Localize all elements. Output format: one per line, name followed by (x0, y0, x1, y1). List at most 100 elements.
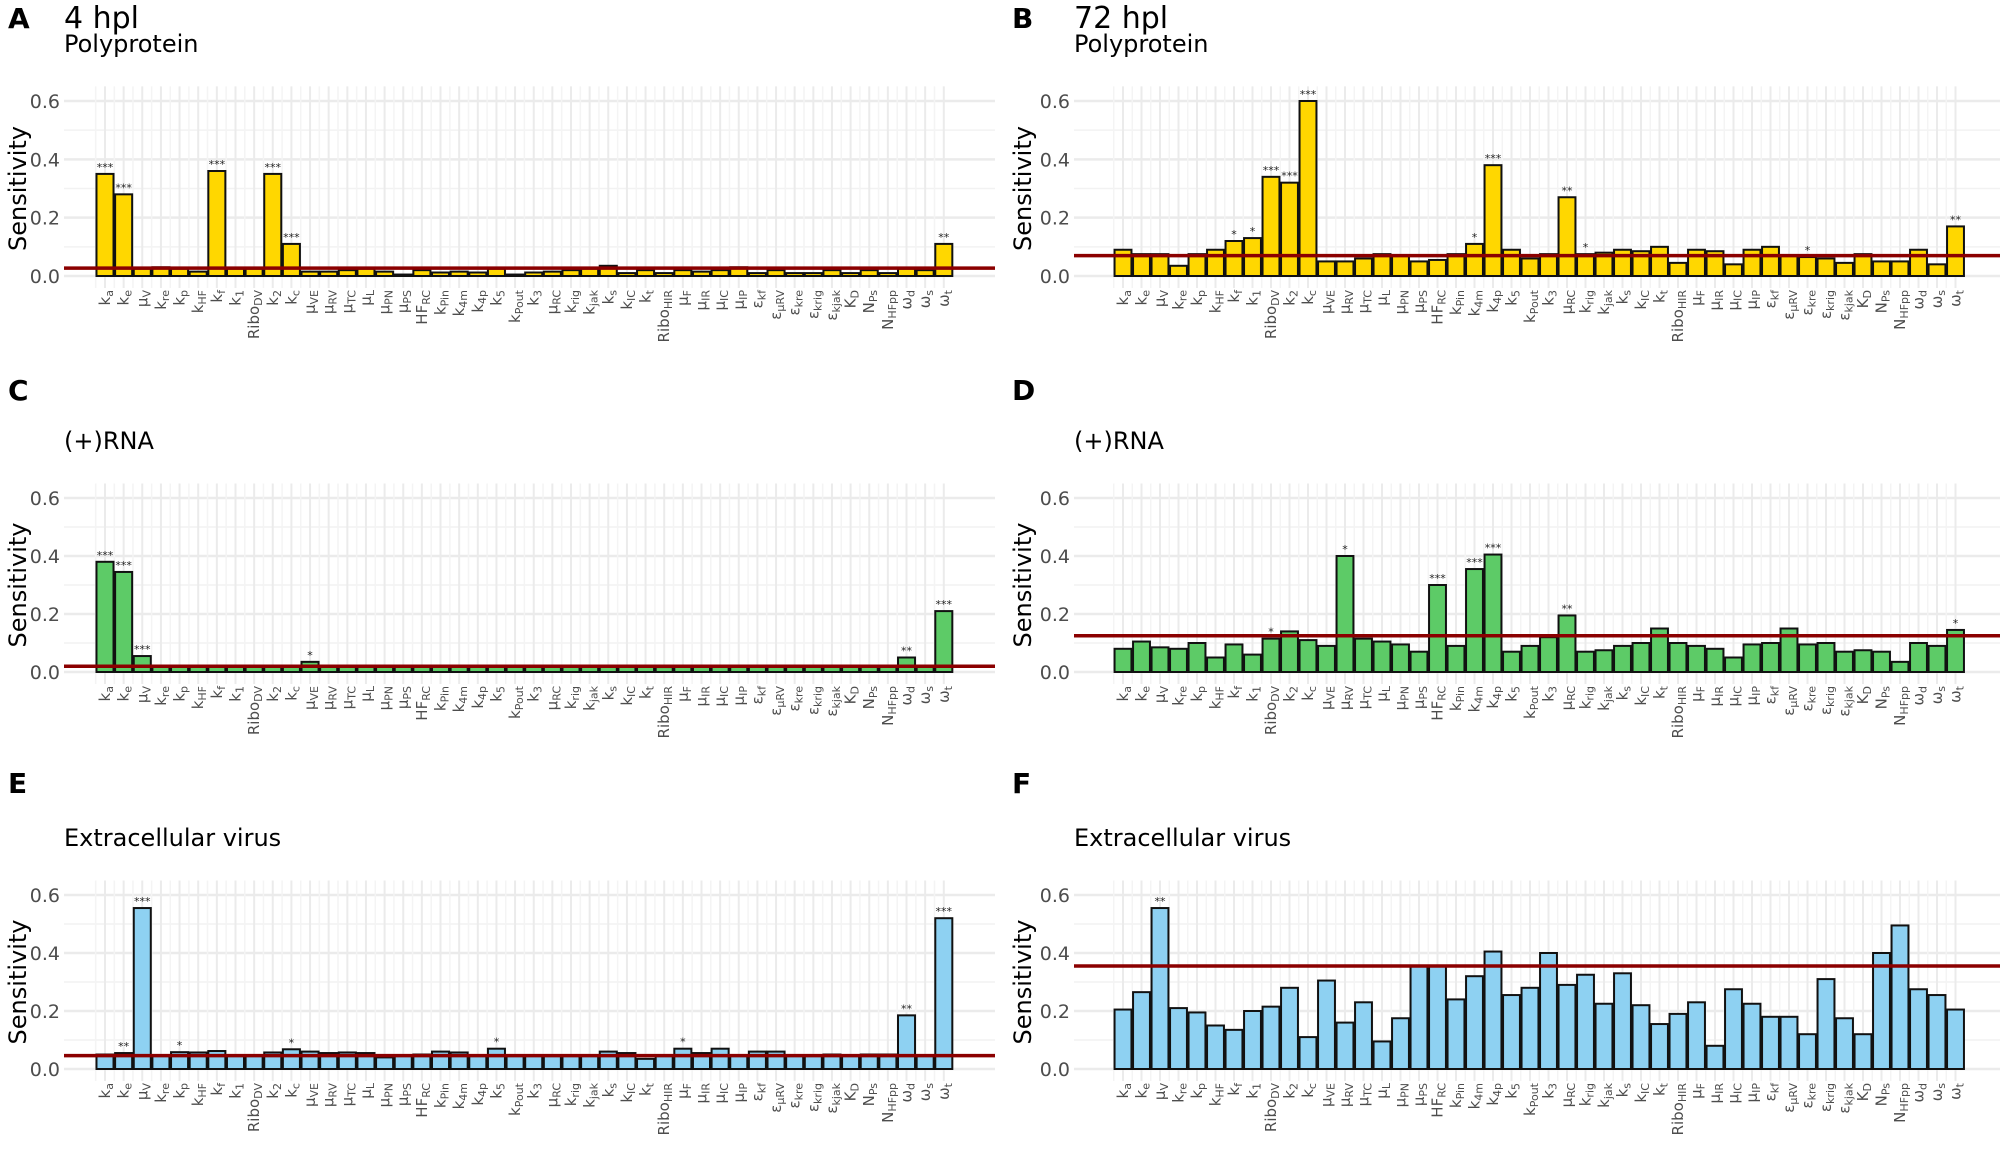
bar-μIC (710, 1047, 730, 1070)
bar-kf (1224, 643, 1244, 674)
x-tick-label-base: k (1484, 700, 1502, 709)
x-tick-label: μRV (320, 1083, 340, 1108)
x-tick-label: ke (115, 290, 135, 306)
x-tick-label-base: k (264, 693, 282, 702)
x-tick-label: μIP (1743, 686, 1763, 706)
x-tick-label-base: ε (1762, 300, 1780, 308)
x-tick-label-base: ε (786, 1100, 804, 1108)
x-tick-label: μTC (1355, 1083, 1375, 1107)
x-tick-label-base: μ (1558, 700, 1576, 710)
x-tick-label-base: μ (1318, 700, 1336, 710)
x-tick-label-base: N (1873, 1095, 1891, 1106)
x-tick-label-sub: s (1621, 686, 1634, 692)
x-tick-label: μRV (1336, 290, 1356, 315)
bar-εkf (1761, 642, 1780, 673)
x-tick-label: kPout (506, 685, 526, 719)
x-tick-label-base: k (189, 1097, 207, 1106)
bar-kf (1224, 240, 1244, 277)
bar-k4p (468, 271, 488, 277)
bar-kPout (505, 1054, 525, 1070)
bar-ωt (934, 610, 954, 673)
x-tick-label-sub: RV (1343, 290, 1356, 305)
x-tick-label: kIC (1632, 686, 1652, 706)
x-tick-label-base: μ (1558, 304, 1576, 314)
significance-label: * (1342, 543, 1348, 556)
bar-kHF (1206, 248, 1225, 277)
x-tick-label-base: μ (1688, 296, 1706, 306)
bar-kPin (1446, 998, 1466, 1071)
significance-label: *** (1263, 164, 1280, 177)
x-tick-label: μL (1373, 685, 1393, 702)
x-tick-label-base: k (1521, 314, 1539, 323)
x-tick-label-base: k (1447, 702, 1465, 711)
x-tick-label-sub: 4m (457, 290, 470, 308)
x-tick-label: kre (1170, 290, 1190, 310)
x-tick-label-base: Ribo (1669, 1102, 1687, 1135)
x-tick-label-base: HF (1429, 1098, 1447, 1118)
x-tick-label-sub: TC (1362, 290, 1375, 305)
bar-μTC (1354, 637, 1373, 674)
x-tick-label-base: k (1614, 691, 1632, 700)
x-tick-label-sub: DV (1269, 290, 1282, 306)
bar-εkrig (1816, 978, 1836, 1070)
x-tick-label-sub: PN (1399, 290, 1412, 305)
bar-εkf (1761, 245, 1780, 277)
x-tick-label: μVE (1318, 290, 1338, 314)
bar-εkre (785, 1054, 805, 1070)
y-tick-label: 0.0 (30, 662, 60, 684)
x-tick-label-sub: kjak (830, 685, 843, 708)
x-tick-label-base: k (1651, 294, 1669, 303)
x-tick-label-base: k (1225, 294, 1243, 303)
y-tick-label: 0.6 (1040, 488, 1070, 510)
x-tick-label-base: μ (543, 304, 561, 314)
bar-μRC (542, 270, 562, 277)
x-tick-label-sub: IR (699, 290, 712, 301)
bar-ωs (1927, 263, 1947, 278)
x-tick-label-sub: 4p (476, 290, 489, 304)
x-tick-label-base: ω (1910, 297, 1928, 310)
x-tick-label-base: k (1466, 307, 1484, 316)
x-tick-label-base: k (1244, 1090, 1262, 1099)
x-tick-label-base: k (581, 702, 599, 711)
x-tick-label-base: k (637, 294, 655, 303)
bar-μF (673, 1047, 693, 1070)
x-tick-label: kPin (1447, 1083, 1467, 1108)
x-tick-label-sub: IP (737, 686, 750, 696)
x-tick-label: εkjak (1836, 289, 1856, 320)
x-tick-label-sub: DV (1269, 1083, 1282, 1099)
x-tick-label-sub: HIR (1676, 290, 1689, 310)
x-tick-label-sub: HIR (1676, 1083, 1689, 1103)
bar-HFRC (1428, 965, 1447, 1070)
x-tick-label: k2 (264, 1083, 284, 1099)
x-tick-label-base: μ (376, 700, 394, 710)
x-tick-label-base: ω (935, 1087, 953, 1100)
x-tick-label: εkjak (823, 1082, 843, 1113)
x-tick-label: ωd (1910, 1083, 1930, 1103)
x-tick-label-base: k (1244, 693, 1262, 702)
x-tick-label-sub: s (1935, 1083, 1948, 1089)
y-tick-label: 0.4 (30, 546, 60, 568)
significance-label: *** (97, 549, 114, 562)
panel-e: E Extracellular virus 0.0 0.2 0.4 0.6 Sensitiv… (4, 767, 995, 1135)
significance-label: *** (1485, 152, 1502, 165)
bar-μPN (375, 1056, 395, 1071)
bar-k3 (524, 271, 544, 277)
x-tick-label-sub: t (942, 289, 955, 294)
y-axis-title: Sensitivity (1009, 126, 1037, 251)
x-tick-label-sub: f (1232, 289, 1245, 294)
x-tick-label-sub: t (1658, 1082, 1671, 1087)
bar-ka (1113, 1008, 1133, 1070)
y-tick-label: 0.2 (30, 604, 60, 626)
x-tick-label-sub: F (1695, 686, 1708, 692)
bar-k4m (1465, 975, 1484, 1071)
x-tick-label-sub: 4p (1491, 1083, 1504, 1097)
significance-label: *** (134, 643, 151, 656)
bar-kc (281, 242, 301, 278)
x-tick-label-base: μ (543, 700, 561, 710)
x-tick-label: k2 (264, 686, 284, 702)
significance-label: * (1805, 244, 1811, 257)
x-tick-label-sub: F (681, 686, 694, 692)
x-tick-label-sub: IC (1639, 290, 1652, 301)
x-tick-label: kre (152, 290, 172, 310)
x-tick-label: NHFpp (1891, 1083, 1911, 1123)
